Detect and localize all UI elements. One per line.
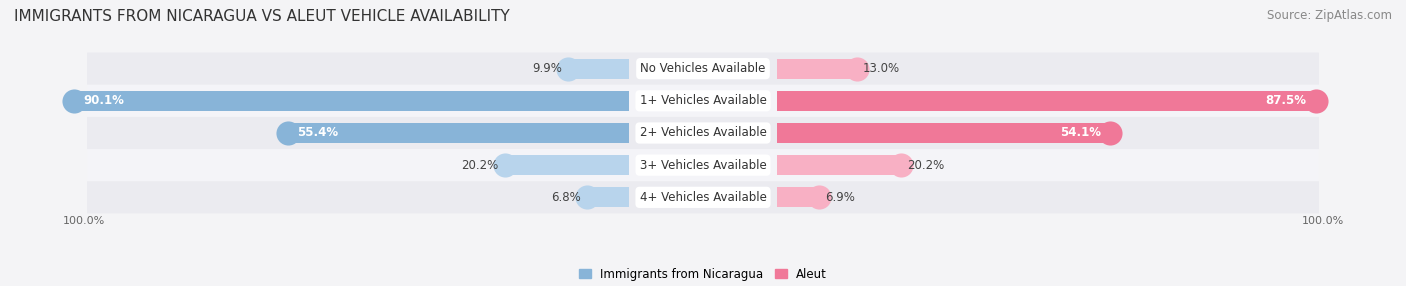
Text: 6.8%: 6.8% bbox=[551, 191, 581, 204]
Text: 20.2%: 20.2% bbox=[907, 159, 945, 172]
Text: 54.1%: 54.1% bbox=[1060, 126, 1101, 140]
Text: 100.0%: 100.0% bbox=[1302, 217, 1344, 227]
Bar bbox=[778, 123, 1111, 143]
Bar bbox=[778, 187, 820, 207]
FancyBboxPatch shape bbox=[87, 149, 1319, 181]
Text: 6.9%: 6.9% bbox=[825, 191, 855, 204]
Legend: Immigrants from Nicaragua, Aleut: Immigrants from Nicaragua, Aleut bbox=[574, 263, 832, 286]
Text: 100.0%: 100.0% bbox=[62, 217, 104, 227]
Text: No Vehicles Available: No Vehicles Available bbox=[640, 62, 766, 75]
FancyBboxPatch shape bbox=[87, 53, 1319, 85]
Bar bbox=[505, 155, 628, 175]
Text: 20.2%: 20.2% bbox=[461, 159, 499, 172]
Text: IMMIGRANTS FROM NICARAGUA VS ALEUT VEHICLE AVAILABILITY: IMMIGRANTS FROM NICARAGUA VS ALEUT VEHIC… bbox=[14, 9, 510, 23]
Text: 55.4%: 55.4% bbox=[297, 126, 339, 140]
Text: 3+ Vehicles Available: 3+ Vehicles Available bbox=[640, 159, 766, 172]
Text: 13.0%: 13.0% bbox=[863, 62, 900, 75]
FancyBboxPatch shape bbox=[87, 117, 1319, 149]
Text: 87.5%: 87.5% bbox=[1265, 94, 1306, 107]
Bar bbox=[778, 91, 1316, 111]
Bar bbox=[568, 59, 628, 79]
Bar bbox=[588, 187, 628, 207]
Text: 1+ Vehicles Available: 1+ Vehicles Available bbox=[640, 94, 766, 107]
Bar bbox=[75, 91, 628, 111]
Bar bbox=[778, 155, 901, 175]
Bar bbox=[288, 123, 628, 143]
Bar bbox=[778, 59, 858, 79]
Text: 90.1%: 90.1% bbox=[83, 94, 124, 107]
Text: 9.9%: 9.9% bbox=[531, 62, 562, 75]
FancyBboxPatch shape bbox=[87, 181, 1319, 213]
Text: Source: ZipAtlas.com: Source: ZipAtlas.com bbox=[1267, 9, 1392, 21]
FancyBboxPatch shape bbox=[87, 85, 1319, 117]
Text: 2+ Vehicles Available: 2+ Vehicles Available bbox=[640, 126, 766, 140]
Text: 4+ Vehicles Available: 4+ Vehicles Available bbox=[640, 191, 766, 204]
